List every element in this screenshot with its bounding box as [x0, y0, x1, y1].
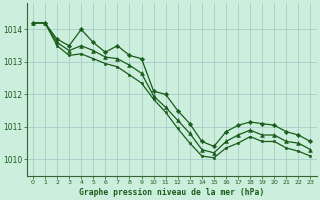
X-axis label: Graphe pression niveau de la mer (hPa): Graphe pression niveau de la mer (hPa): [79, 188, 264, 197]
